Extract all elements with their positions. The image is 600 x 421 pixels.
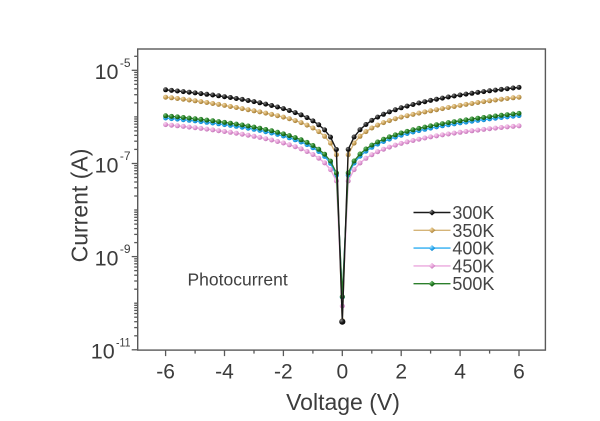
svg-text:0: 0 [336, 360, 348, 383]
svg-text:6: 6 [513, 360, 525, 383]
svg-text:-2: -2 [274, 360, 293, 383]
svg-text:-11: -11 [116, 335, 131, 349]
svg-text:300K: 300K [452, 203, 494, 223]
svg-text:10: 10 [95, 247, 119, 271]
svg-text:Voltage (V): Voltage (V) [286, 389, 400, 415]
svg-text:Current (A): Current (A) [66, 149, 92, 263]
svg-text:450K: 450K [452, 256, 494, 276]
svg-text:Photocurrent: Photocurrent [188, 270, 288, 290]
svg-text:2: 2 [395, 360, 407, 383]
svg-text:-9: -9 [120, 242, 131, 256]
svg-text:-7: -7 [120, 149, 131, 163]
svg-text:-5: -5 [120, 56, 131, 70]
svg-text:-4: -4 [215, 360, 234, 383]
svg-text:350K: 350K [452, 221, 494, 241]
svg-text:10: 10 [91, 340, 115, 364]
svg-text:500K: 500K [452, 274, 494, 294]
svg-text:400K: 400K [452, 239, 494, 259]
svg-text:-6: -6 [156, 360, 175, 383]
svg-text:10: 10 [95, 153, 119, 177]
svg-text:4: 4 [454, 360, 466, 383]
svg-text:10: 10 [95, 60, 119, 84]
